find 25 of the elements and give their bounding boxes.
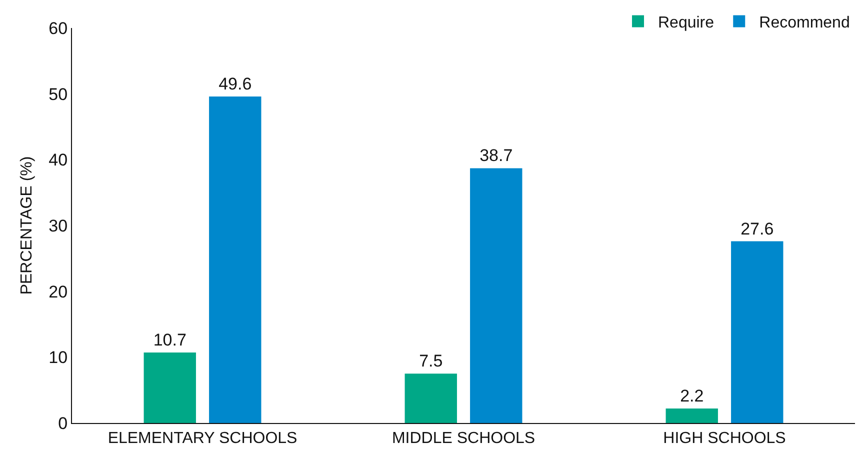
data-label: 2.2: [680, 386, 704, 406]
x-tick-label: ELEMENTARY SCHOOLS: [108, 430, 298, 448]
data-label: 27.6: [740, 219, 774, 238]
bar: [731, 241, 784, 423]
y-tick-label: 50: [48, 84, 68, 104]
data-label: 7.5: [419, 352, 443, 371]
y-tick-label: 30: [48, 216, 68, 236]
y-tick-label: 40: [48, 150, 68, 170]
bar: [666, 408, 718, 423]
legend-label: Recommend: [759, 14, 850, 32]
bar: [209, 96, 262, 423]
y-axis-title: PERCENTAGE (%): [18, 156, 36, 295]
data-label: 38.7: [480, 146, 513, 166]
data-label: 49.6: [218, 74, 252, 94]
bar: [144, 352, 196, 423]
y-tick-label: 60: [48, 18, 68, 38]
bar: [404, 374, 457, 423]
y-tick-label: 0: [58, 414, 68, 433]
legend-label: Require: [658, 14, 714, 32]
bar: [470, 168, 522, 423]
x-tick-label: MIDDLE SCHOOLS: [392, 430, 536, 448]
x-tick-label: HIGH SCHOOLS: [663, 430, 786, 448]
y-tick-label: 20: [48, 282, 68, 302]
data-label: 10.7: [153, 330, 186, 350]
y-tick-label: 10: [48, 348, 68, 368]
